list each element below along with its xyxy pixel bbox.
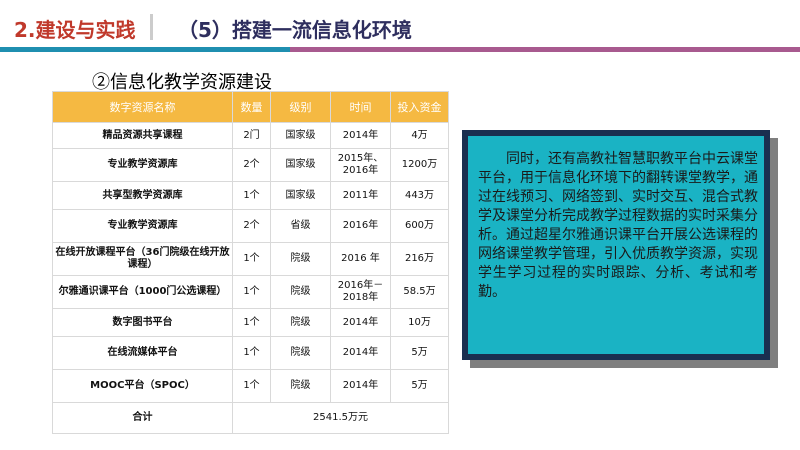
table-row: 数字图书平台 1个 院级 2014年 10万 xyxy=(52,308,449,337)
cell-qty: 1个 xyxy=(232,181,271,210)
column-header-fund: 投入资金 xyxy=(390,91,449,123)
table-row: 尔雅通识课平台（1000门公选课程） 1个 院级 2016年－2018年 58.… xyxy=(52,275,449,309)
description-textbox: 同时，还有高教社智慧职教平台中云课堂平台，用于信息化环境下的翻转课堂教学，通过在… xyxy=(462,130,770,360)
cell-fund: 1200万 xyxy=(390,148,449,182)
cell-fund: 58.5万 xyxy=(390,275,449,309)
cell-fund: 216万 xyxy=(390,242,449,276)
resource-table-container: 数字资源名称 数量 级别 时间 投入资金 精品资源共享课程 2门 国家级 201… xyxy=(52,91,449,434)
column-header-qty: 数量 xyxy=(232,91,271,123)
cell-qty: 1个 xyxy=(232,336,271,370)
cell-name: MOOC平台（SPOC） xyxy=(52,369,233,403)
cell-time: 2014年 xyxy=(330,122,391,149)
cell-fund: 10万 xyxy=(390,308,449,337)
table-row: 共享型教学资源库 1个 国家级 2011年 443万 xyxy=(52,181,449,210)
cell-level: 国家级 xyxy=(270,122,331,149)
cell-fund: 4万 xyxy=(390,122,449,149)
table-row: 在线开放课程平台（36门院级在线开放课程） 1个 院级 2016 年 216万 xyxy=(52,242,449,276)
section-tag: 2.建设与实践 xyxy=(14,18,136,42)
cell-level: 院级 xyxy=(270,336,331,370)
cell-name: 数字图书平台 xyxy=(52,308,233,337)
description-text: 同时，还有高教社智慧职教平台中云课堂平台，用于信息化环境下的翻转课堂教学，通过在… xyxy=(478,151,758,300)
table-row: 在线流媒体平台 1个 院级 2014年 5万 xyxy=(52,336,449,370)
cell-name: 专业教学资源库 xyxy=(52,148,233,182)
header-underline-right xyxy=(290,47,800,52)
cell-name: 精品资源共享课程 xyxy=(52,122,233,149)
cell-qty: 1个 xyxy=(232,242,271,276)
cell-qty: 1个 xyxy=(232,369,271,403)
total-value: 2541.5万元 xyxy=(232,402,449,434)
table-row: MOOC平台（SPOC） 1个 院级 2014年 5万 xyxy=(52,369,449,403)
cell-level: 院级 xyxy=(270,369,331,403)
cell-level: 院级 xyxy=(270,308,331,337)
cell-level: 院级 xyxy=(270,242,331,276)
column-header-time: 时间 xyxy=(330,91,391,123)
resource-table: 数字资源名称 数量 级别 时间 投入资金 精品资源共享课程 2门 国家级 201… xyxy=(52,91,449,434)
cell-fund: 5万 xyxy=(390,369,449,403)
cell-name: 共享型教学资源库 xyxy=(52,181,233,210)
cell-fund: 443万 xyxy=(390,181,449,210)
cell-time: 2014年 xyxy=(330,308,391,337)
cell-time: 2016年－2018年 xyxy=(330,275,391,309)
cell-level: 省级 xyxy=(270,209,331,243)
cell-fund: 600万 xyxy=(390,209,449,243)
table-header-row: 数字资源名称 数量 级别 时间 投入资金 xyxy=(52,91,449,123)
table-row: 精品资源共享课程 2门 国家级 2014年 4万 xyxy=(52,122,449,149)
section-subtitle: ②信息化教学资源建设 xyxy=(92,72,272,93)
cell-qty: 2个 xyxy=(232,209,271,243)
cell-qty: 1个 xyxy=(232,275,271,309)
header-divider xyxy=(150,14,153,40)
cell-level: 院级 xyxy=(270,275,331,309)
cell-time: 2015年、2016年 xyxy=(330,148,391,182)
table-total-row: 合计 2541.5万元 xyxy=(52,402,449,434)
total-label: 合计 xyxy=(52,402,233,434)
cell-qty: 2门 xyxy=(232,122,271,149)
slide-title: （5）搭建一流信息化环境 xyxy=(178,18,412,42)
cell-name: 在线流媒体平台 xyxy=(52,336,233,370)
cell-name: 专业教学资源库 xyxy=(52,209,233,243)
header-underline-left xyxy=(0,47,290,52)
table-row: 专业教学资源库 2个 省级 2016年 600万 xyxy=(52,209,449,243)
cell-time: 2014年 xyxy=(330,369,391,403)
column-header-level: 级别 xyxy=(270,91,331,123)
cell-time: 2016 年 xyxy=(330,242,391,276)
cell-qty: 2个 xyxy=(232,148,271,182)
cell-time: 2011年 xyxy=(330,181,391,210)
cell-fund: 5万 xyxy=(390,336,449,370)
table-row: 专业教学资源库 2个 国家级 2015年、2016年 1200万 xyxy=(52,148,449,182)
cell-level: 国家级 xyxy=(270,148,331,182)
cell-qty: 1个 xyxy=(232,308,271,337)
cell-name: 尔雅通识课平台（1000门公选课程） xyxy=(52,275,233,309)
column-header-name: 数字资源名称 xyxy=(52,91,233,123)
cell-time: 2016年 xyxy=(330,209,391,243)
slide-header: 2.建设与实践 （5）搭建一流信息化环境 xyxy=(0,0,800,52)
cell-name: 在线开放课程平台（36门院级在线开放课程） xyxy=(52,242,233,276)
cell-time: 2014年 xyxy=(330,336,391,370)
cell-level: 国家级 xyxy=(270,181,331,210)
